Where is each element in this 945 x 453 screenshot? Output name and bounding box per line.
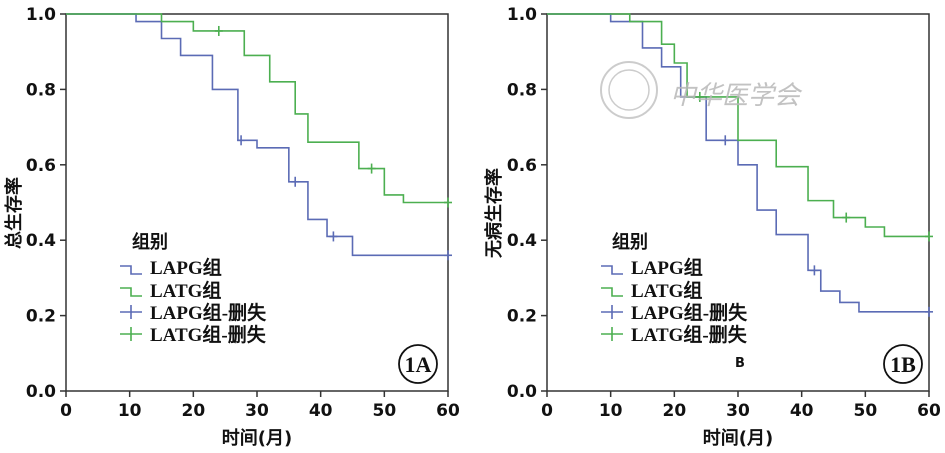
x-tick-label-a-4: 40 [309, 401, 333, 421]
censor-mark-a-latg-2 [444, 197, 452, 208]
censor-mark-a-latg-0 [214, 25, 223, 36]
y-axis-title-a: 总生存率 [3, 177, 25, 249]
y-tick-label-b-2: 0.4 [507, 231, 537, 251]
panel-badge-b: 1B [883, 344, 923, 384]
legend-censor-latg-a [120, 327, 142, 341]
y-tick-label-a-0: 0.0 [26, 382, 56, 402]
censor-mark-a-lapg-0 [237, 135, 246, 146]
censor-mark-b-lapg-2 [925, 306, 933, 317]
y-tick-label-b-1: 0.2 [507, 307, 537, 327]
series-group-b [547, 13, 933, 317]
y-tick-label-a-1: 0.2 [26, 307, 56, 327]
watermark-seal-icon [600, 61, 658, 119]
panel-a-chart: 总生存率 0.0 0.2 0.4 0.6 0.8 1.0 0 10 20 30 40 50 60 时间… [3, 5, 460, 449]
x-axis-title-a: 时间(月) [222, 428, 292, 449]
watermark-seal-inner-icon [608, 69, 650, 111]
watermark: 中华医学会 [600, 61, 803, 119]
legend-swatch-latg-b [601, 287, 623, 297]
x-tick-label-b-1: 10 [599, 401, 623, 421]
censor-mark-b-latg-2 [925, 231, 933, 242]
x-tick-label-b-5: 50 [853, 401, 877, 421]
legend-item-lapg-a: LAPG组 [150, 256, 222, 279]
x-tick-label-a-1: 10 [118, 401, 142, 421]
y-tick-label-b-5: 1.0 [507, 5, 537, 25]
series-group-a [66, 13, 452, 261]
y-tick-label-a-2: 0.4 [26, 231, 56, 251]
annotation-b: B [735, 356, 745, 371]
series-line-b-latg [547, 13, 929, 238]
legend-swatch-lapg-b [601, 265, 623, 275]
series-line-a-lapg [66, 13, 448, 257]
censor-mark-a-lapg-1 [291, 176, 300, 187]
y-axis-title-b: 无病生存率 [483, 168, 505, 258]
legend-item-latg-censored-b: LATG组-删失 [631, 323, 748, 346]
legend-a: 组别 LAPG组 LATG组 LAPG组-删失 LATG组-删失 [120, 231, 267, 346]
y-ticks-a: 0.0 0.2 0.4 0.6 0.8 1.0 [26, 5, 66, 402]
legend-censor-lapg-a [120, 305, 142, 319]
legend-item-lapg-censored-b: LAPG组-删失 [631, 301, 748, 324]
panel-label-a: 1A [405, 352, 432, 377]
legend-censor-lapg-b [601, 305, 623, 319]
legend-item-lapg-b: LAPG组 [631, 256, 703, 279]
y-tick-label-b-4: 0.8 [507, 80, 537, 100]
panel-b-chart: 无病生存率 0.0 0.2 0.4 0.6 0.8 1.0 0 10 20 30 40 50 60 时… [483, 5, 941, 449]
legend-item-latg-a: LATG组 [150, 279, 221, 302]
legend-swatch-lapg-a [120, 265, 142, 275]
legend-title-a: 组别 [132, 231, 168, 253]
x-tick-label-a-0: 0 [60, 401, 72, 421]
panel-label-b: 1B [890, 352, 916, 377]
censor-mark-b-latg-1 [842, 212, 851, 223]
x-ticks-a: 0 10 20 30 40 50 60 [60, 391, 460, 421]
legend-item-latg-censored-a: LATG组-删失 [150, 323, 267, 346]
censor-mark-a-latg-1 [367, 163, 376, 174]
panel-badge-a: 1A [398, 344, 438, 384]
y-tick-label-b-3: 0.6 [507, 156, 537, 176]
watermark-text: 中华医学会 [670, 81, 803, 111]
y-tick-label-a-3: 0.6 [26, 156, 56, 176]
censor-mark-b-lapg-0 [721, 135, 730, 146]
y-tick-label-a-5: 1.0 [26, 5, 56, 25]
x-tick-label-a-5: 50 [372, 401, 396, 421]
x-tick-label-b-0: 0 [541, 401, 553, 421]
x-ticks-b: 0 10 20 30 40 50 60 [541, 391, 941, 421]
x-axis-title-b: 时间(月) [703, 428, 773, 449]
x-tick-label-b-4: 40 [790, 401, 814, 421]
censor-mark-a-lapg-2 [329, 231, 338, 242]
y-tick-label-b-0: 0.0 [507, 382, 537, 402]
x-tick-label-a-3: 30 [245, 401, 269, 421]
x-tick-label-a-6: 60 [436, 401, 460, 421]
y-ticks-b: 0.0 0.2 0.4 0.6 0.8 1.0 [507, 5, 547, 402]
series-line-b-lapg [547, 13, 929, 313]
x-tick-label-b-3: 30 [726, 401, 750, 421]
legend-item-lapg-censored-a: LAPG组-删失 [150, 301, 267, 324]
legend-b: 组别 LAPG组 LATG组 LAPG组-删失 LATG组-删失 [601, 231, 748, 346]
legend-item-latg-b: LATG组 [631, 279, 702, 302]
y-tick-label-a-4: 0.8 [26, 80, 56, 100]
censor-mark-b-latg-0 [695, 91, 704, 102]
censor-mark-a-lapg-3 [444, 250, 452, 261]
censor-mark-b-lapg-1 [810, 265, 819, 276]
x-tick-label-b-2: 20 [662, 401, 686, 421]
series-line-a-latg [66, 13, 448, 204]
legend-swatch-latg-a [120, 287, 142, 297]
x-tick-label-b-6: 60 [917, 401, 941, 421]
legend-title-b: 组别 [612, 231, 648, 253]
legend-censor-latg-b [601, 327, 623, 341]
x-tick-label-a-2: 20 [181, 401, 205, 421]
